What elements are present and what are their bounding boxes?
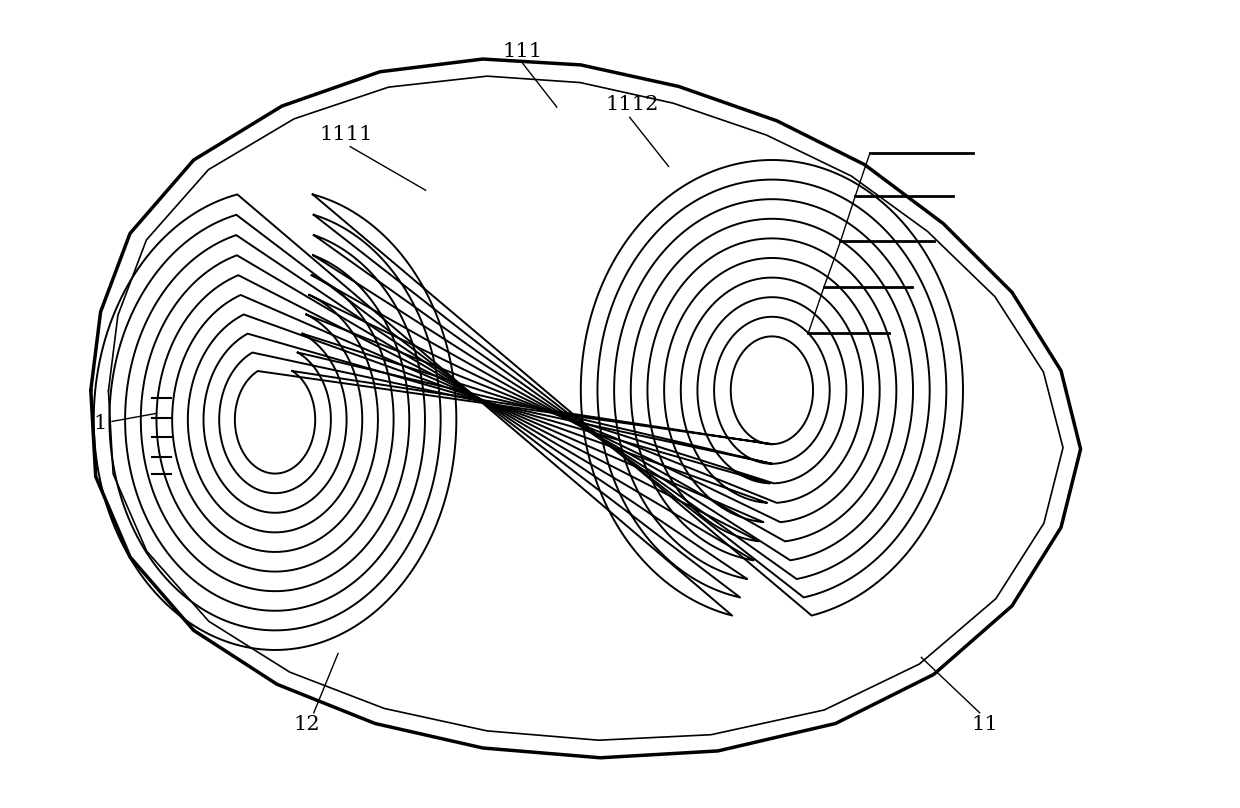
Text: 1112: 1112	[605, 95, 658, 114]
Text: 11: 11	[971, 715, 998, 734]
Text: 1111: 1111	[320, 125, 373, 145]
Text: 111: 111	[502, 42, 543, 61]
Text: 12: 12	[293, 715, 320, 734]
Text: 1: 1	[93, 415, 107, 433]
